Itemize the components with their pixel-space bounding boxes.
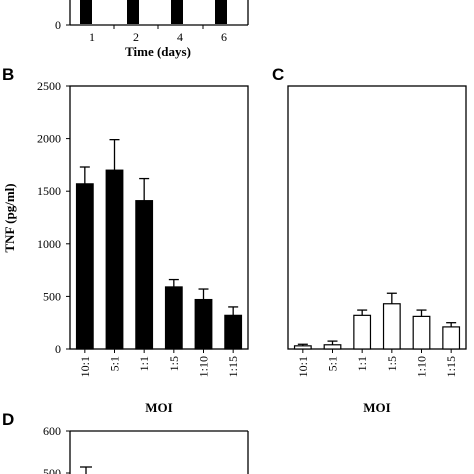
panel-b-bar	[194, 298, 213, 350]
panel-b-y-tick-label: 500	[43, 289, 61, 303]
panel-c: C 10:1 5:1 1:1 1:5 1:10 1:15 MOI	[272, 65, 467, 415]
panel-a-bar	[215, 0, 227, 24]
panel-b-frame	[69, 85, 249, 350]
panel-b-x-tick-label: 1:15	[226, 356, 240, 377]
panel-a-bar	[80, 0, 92, 24]
panel-c-x-tick-label: 5:1	[326, 356, 340, 371]
panel-c-bar	[353, 314, 372, 350]
panel-d-y-tick-label: 600	[43, 424, 61, 438]
panel-b-x-tick-label: 10:1	[78, 356, 92, 377]
panel-a-x-tick-label: 6	[221, 30, 227, 44]
panel-a-x-tick-label: 4	[177, 30, 183, 44]
panel-c-frame	[287, 85, 467, 350]
panel-a-y-tick-label: 0	[55, 18, 61, 32]
panel-b-y-axis-title: TNF (pg/ml)	[2, 183, 17, 252]
panel-c-bar	[442, 326, 461, 350]
panel-b-bar	[75, 183, 94, 350]
panel-b-y-tick-label: 2000	[37, 132, 61, 146]
panel-b-x-tick-label: 5:1	[108, 356, 122, 371]
panel-c-x-tick-label: 10:1	[296, 356, 310, 377]
panel-b-bar	[224, 314, 243, 350]
panel-c-bar	[382, 303, 401, 350]
panel-b-y-tick-label: 1500	[37, 184, 61, 198]
panel-c-bar	[412, 315, 431, 350]
panel-a: 0 1 2 4 6 Time (days)	[55, 0, 249, 59]
panel-a-bar	[171, 0, 183, 24]
panel-a-bar	[127, 0, 139, 24]
panel-c-x-tick-label: 1:1	[355, 356, 369, 371]
panel-b-x-axis-title: MOI	[145, 400, 172, 415]
panel-a-x-axis-title: Time (days)	[125, 44, 191, 59]
panel-c-letter: C	[272, 65, 284, 84]
panel-b-x-tick-label: 1:5	[167, 356, 181, 371]
panel-b-y-tick-label: 1000	[37, 237, 61, 251]
panel-b: B TNF (pg/ml) 0 500 1000 1500 2000 2500 10:1 5…	[2, 65, 249, 415]
panel-c-x-tick-label: 1:10	[415, 356, 429, 377]
panel-b-y-tick-label: 0	[55, 342, 61, 356]
panel-b-x-tick-label: 1:1	[137, 356, 151, 371]
panel-a-x-tick-label: 2	[133, 30, 139, 44]
panel-c-bar	[323, 344, 342, 350]
panel-c-x-tick-label: 1:5	[385, 356, 399, 371]
panel-a-x-tick-label: 1	[89, 30, 95, 44]
panel-b-bar	[164, 286, 183, 350]
panel-d-letter: D	[2, 410, 14, 429]
panel-b-y-tick-label: 2500	[37, 79, 61, 93]
panel-d: D 600 500	[2, 410, 249, 474]
panel-b-x-tick-label: 1:10	[197, 356, 211, 377]
panel-c-x-tick-label: 1:15	[444, 356, 458, 377]
panel-b-bar	[135, 200, 154, 350]
panel-c-bar	[293, 345, 312, 350]
panel-b-bar	[105, 169, 124, 350]
panel-b-letter: B	[2, 65, 14, 84]
panel-d-y-tick-label: 500	[43, 466, 61, 474]
panel-c-x-axis-title: MOI	[363, 400, 390, 415]
